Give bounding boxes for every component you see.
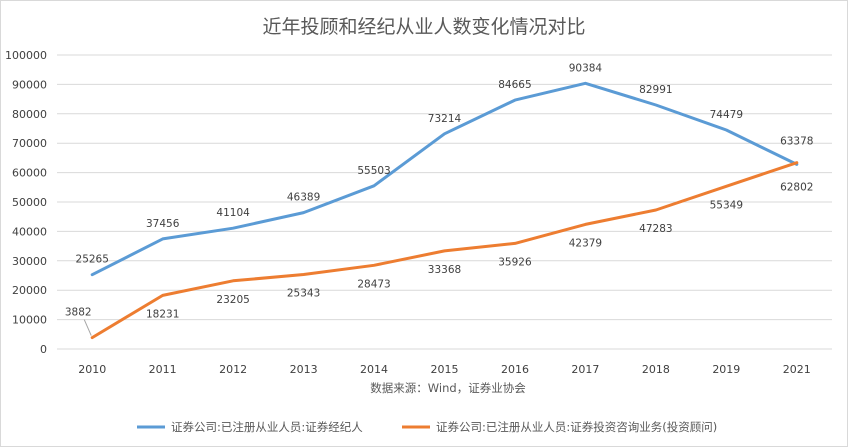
x-tick-label: 2019	[712, 363, 740, 376]
x-axis-ticks: 2010 2011 2012 2013 2014 2015 2016 2017 2018 2019…	[78, 363, 811, 376]
data-label: 90384	[569, 62, 603, 74]
y-tick-label: 20000	[12, 284, 47, 297]
data-label: 23205	[216, 294, 249, 306]
legend: 证券公司:已注册从业人员:证券经纪人 证券公司:已注册从业人员:证券投资咨询业务(…	[137, 420, 717, 434]
data-label: 35926	[498, 256, 532, 268]
y-tick-label: 100000	[5, 49, 47, 62]
series-line-0	[90, 81, 799, 277]
x-tick-label: 2013	[290, 363, 318, 376]
data-label: 82991	[639, 84, 672, 96]
legend-label-0: 证券公司:已注册从业人员:证券经纪人	[171, 420, 363, 434]
data-label: 84665	[498, 79, 531, 91]
x-tick-label: 2016	[501, 363, 529, 376]
data-label: 3882	[65, 307, 92, 319]
data-labels: 25265 37456 41104 46389 55503 73214 84665 90384…	[65, 62, 813, 336]
x-tick-label: 2010	[78, 363, 106, 376]
y-tick-label: 60000	[12, 167, 47, 180]
series-lines	[90, 81, 799, 340]
label-leader-line	[83, 319, 92, 336]
x-tick-label: 2011	[149, 363, 177, 376]
data-label: 63378	[780, 136, 813, 148]
data-label: 33368	[428, 264, 461, 276]
data-label: 42379	[569, 237, 602, 249]
data-label: 25343	[287, 287, 320, 299]
legend-label-1: 证券公司:已注册从业人员:证券投资咨询业务(投资顾问)	[436, 420, 717, 434]
data-label: 47283	[639, 223, 672, 235]
y-axis-ticks: 0 10000 20000 30000 40000 50000 60000 70000 8000…	[5, 49, 47, 356]
x-tick-label: 2012	[219, 363, 247, 376]
data-label: 62802	[780, 181, 813, 193]
y-tick-label: 50000	[12, 196, 47, 209]
y-tick-label: 40000	[12, 225, 47, 238]
y-tick-label: 70000	[12, 137, 47, 150]
x-tick-label: 2018	[642, 363, 670, 376]
y-tick-label: 90000	[12, 78, 47, 91]
data-label: 18231	[146, 308, 179, 320]
data-label: 25265	[76, 254, 109, 266]
y-tick-label: 0	[40, 343, 47, 356]
data-label: 73214	[428, 113, 462, 125]
data-label: 37456	[146, 218, 180, 230]
y-tick-label: 30000	[12, 255, 47, 268]
series-line-1	[90, 161, 799, 340]
x-tick-label: 2014	[360, 363, 388, 376]
data-label: 74479	[710, 109, 743, 121]
x-tick-label: 2021	[783, 363, 811, 376]
x-tick-label: 2015	[431, 363, 459, 376]
data-label: 28473	[357, 278, 390, 290]
data-label: 46389	[287, 192, 320, 204]
y-tick-label: 10000	[12, 314, 47, 327]
x-tick-label: 2017	[571, 363, 599, 376]
data-label: 41104	[216, 207, 250, 219]
y-tick-label: 80000	[12, 108, 47, 121]
data-label: 55503	[357, 165, 390, 177]
data-label: 55349	[710, 199, 743, 211]
source-note: 数据来源：Wind，证券业协会	[370, 381, 526, 395]
chart-title: 近年投顾和经纪从业人数变化情况对比	[262, 16, 585, 38]
